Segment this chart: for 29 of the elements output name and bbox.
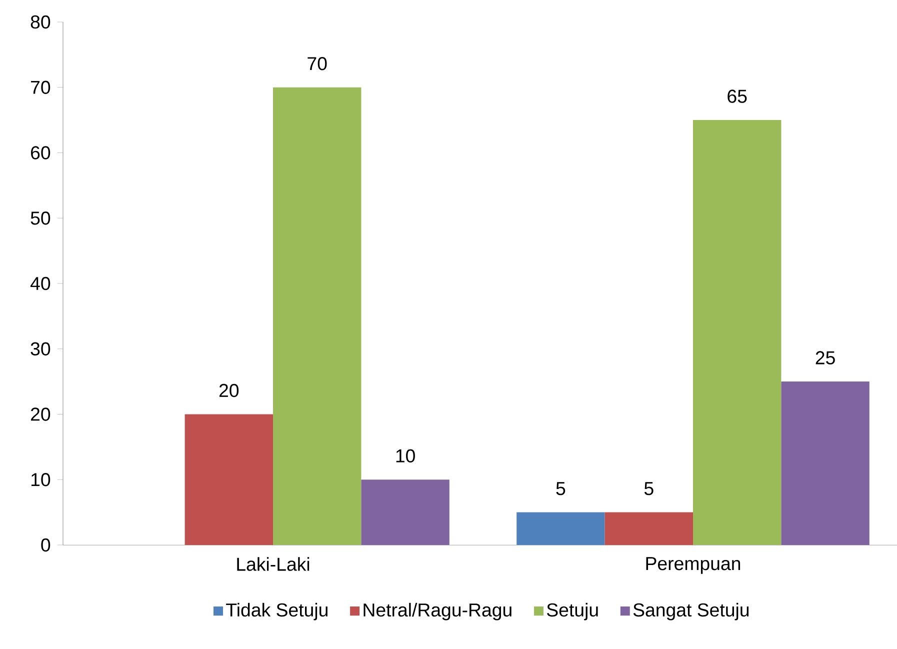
bar <box>604 512 693 545</box>
y-tick-label: 70 <box>31 80 50 94</box>
y-tick-label: 0 <box>41 538 50 552</box>
bar <box>273 87 362 545</box>
bar <box>516 512 605 545</box>
bar <box>184 414 274 545</box>
x-tick-label: Laki-Laki <box>237 557 310 571</box>
legend-label: Netral/Ragu-Ragu <box>364 602 512 620</box>
y-tick-label: 30 <box>30 342 50 356</box>
y-tick-label: 60 <box>31 146 50 160</box>
y-tick-label: 20 <box>31 408 50 421</box>
y-tick-label: 10 <box>31 472 50 486</box>
bar <box>693 120 782 545</box>
legend-label: Tidak Setuju <box>226 602 328 620</box>
y-tick-label: 40 <box>30 276 50 290</box>
data-label: 25 <box>816 351 835 364</box>
data-label: 10 <box>396 449 415 462</box>
data-label: 20 <box>219 384 239 398</box>
bar <box>361 480 450 545</box>
data-label: 5 <box>556 482 566 496</box>
y-tick-label: 50 <box>30 211 50 225</box>
data-label: 70 <box>308 56 327 70</box>
data-label: 65 <box>728 90 747 103</box>
legend-label: Setuju <box>546 602 598 620</box>
legend-label: Sangat Setuju <box>633 602 749 620</box>
y-tick-label: 80 <box>30 15 50 29</box>
bar <box>781 382 870 545</box>
x-tick-label: Perempuan <box>646 557 740 574</box>
data-label: 5 <box>644 482 654 496</box>
